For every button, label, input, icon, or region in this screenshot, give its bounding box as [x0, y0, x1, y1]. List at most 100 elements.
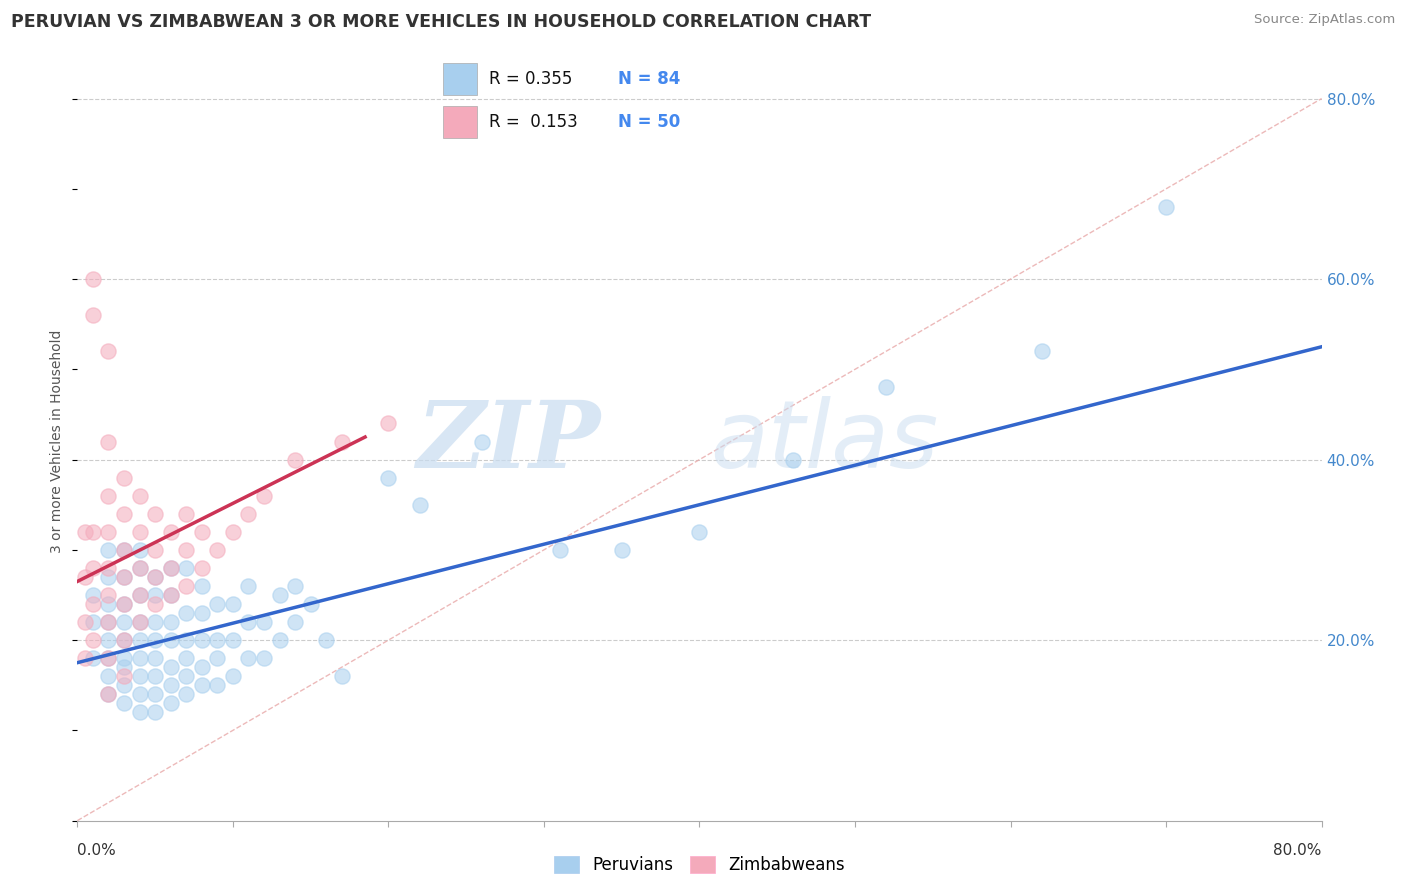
Point [408, 498, 430, 512]
Text: 80.0%: 80.0% [1274, 843, 1322, 858]
Point [112, 633, 135, 648]
Point [159, 660, 181, 674]
Y-axis label: 3 or more Vehicles in Household: 3 or more Vehicles in Household [51, 330, 65, 553]
Point [610, 542, 633, 557]
Point [284, 452, 307, 467]
Point [97, 588, 120, 602]
Point [159, 561, 181, 575]
Point [222, 597, 245, 611]
Point [97, 615, 120, 629]
Point [112, 660, 135, 674]
Point [128, 669, 150, 683]
Point [207, 542, 229, 557]
Point [97, 687, 120, 701]
Point [82, 272, 104, 286]
Point [330, 669, 353, 683]
FancyBboxPatch shape [443, 106, 477, 138]
Point [143, 669, 166, 683]
Point [315, 633, 337, 648]
Point [143, 706, 166, 720]
Point [174, 669, 197, 683]
Point [128, 588, 150, 602]
Point [190, 524, 214, 539]
Point [207, 597, 229, 611]
Text: N = 50: N = 50 [619, 113, 681, 131]
Text: Source: ZipAtlas.com: Source: ZipAtlas.com [1254, 13, 1395, 27]
Point [377, 417, 399, 431]
Point [269, 588, 291, 602]
Point [112, 633, 135, 648]
Point [75, 524, 97, 539]
Point [159, 524, 181, 539]
Point [143, 542, 166, 557]
Point [143, 570, 166, 584]
Point [190, 678, 214, 692]
Point [190, 579, 214, 593]
Point [689, 524, 711, 539]
Point [299, 597, 322, 611]
Point [174, 507, 197, 521]
Point [97, 561, 120, 575]
Point [377, 470, 399, 484]
Point [159, 588, 181, 602]
Point [548, 542, 571, 557]
Point [112, 570, 135, 584]
Point [253, 651, 276, 665]
Point [82, 651, 104, 665]
Point [222, 669, 245, 683]
Point [174, 606, 197, 620]
Point [112, 570, 135, 584]
Point [112, 507, 135, 521]
Point [82, 308, 104, 322]
Point [97, 542, 120, 557]
Point [128, 524, 150, 539]
Point [128, 615, 150, 629]
Point [253, 615, 276, 629]
Point [143, 597, 166, 611]
Point [238, 507, 260, 521]
Point [207, 633, 229, 648]
Point [174, 542, 197, 557]
Point [875, 380, 897, 394]
Point [159, 696, 181, 710]
Point [128, 687, 150, 701]
Point [112, 615, 135, 629]
Point [112, 470, 135, 484]
Point [207, 651, 229, 665]
FancyBboxPatch shape [443, 63, 477, 95]
Point [112, 696, 135, 710]
Point [128, 542, 150, 557]
Text: ZIP: ZIP [416, 397, 600, 486]
Point [112, 597, 135, 611]
Point [207, 678, 229, 692]
Text: R = 0.355: R = 0.355 [489, 70, 572, 87]
Point [190, 660, 214, 674]
Point [97, 651, 120, 665]
Point [143, 570, 166, 584]
Point [238, 579, 260, 593]
Point [174, 633, 197, 648]
Point [75, 651, 97, 665]
Point [82, 588, 104, 602]
Point [190, 606, 214, 620]
Point [97, 524, 120, 539]
Point [782, 452, 804, 467]
Point [82, 597, 104, 611]
Point [222, 524, 245, 539]
Point [128, 588, 150, 602]
Point [128, 615, 150, 629]
Point [159, 588, 181, 602]
Point [97, 633, 120, 648]
Point [330, 434, 353, 449]
Point [128, 706, 150, 720]
Point [159, 633, 181, 648]
Point [97, 669, 120, 683]
Text: 0.0%: 0.0% [77, 843, 117, 858]
Point [143, 588, 166, 602]
Point [97, 434, 120, 449]
Point [128, 651, 150, 665]
Point [238, 615, 260, 629]
Point [143, 633, 166, 648]
Point [222, 633, 245, 648]
Text: N = 84: N = 84 [619, 70, 681, 87]
